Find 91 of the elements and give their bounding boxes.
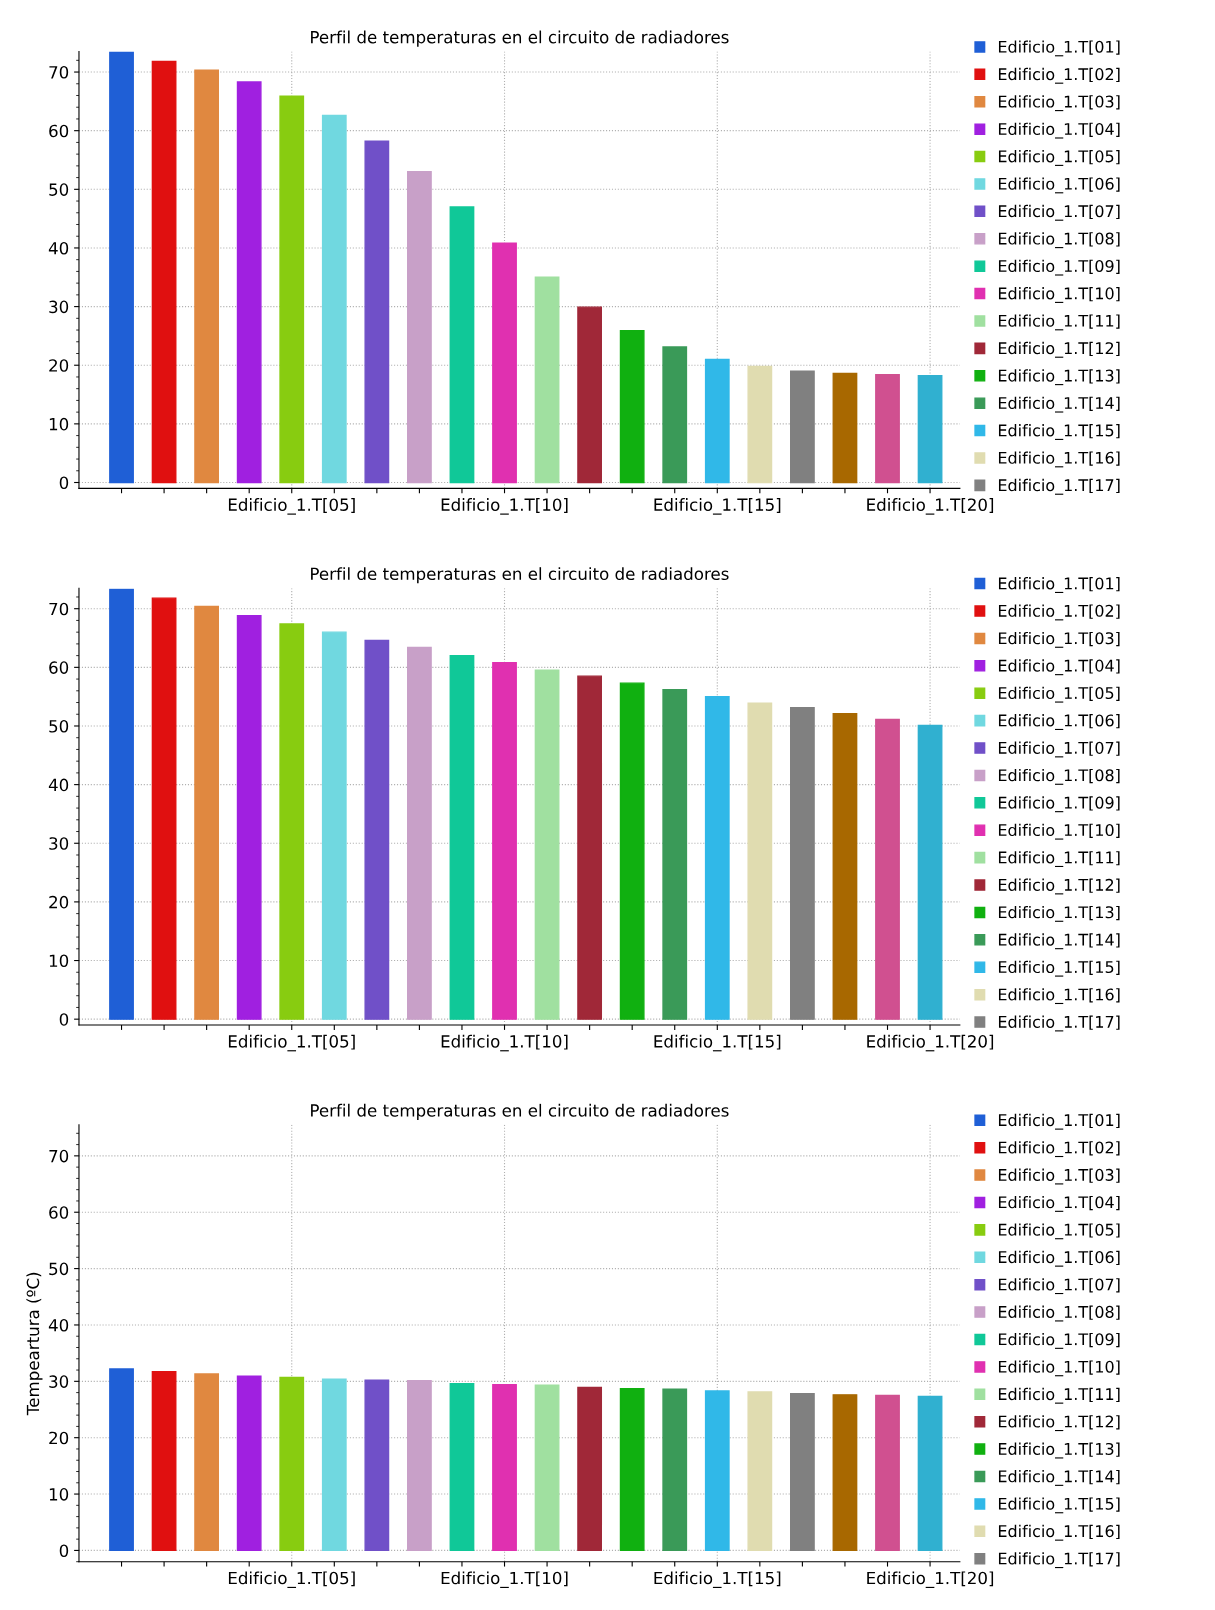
y-tick-label: 10 [49,417,69,431]
legend-label: Edificio_1.T[11] [998,851,1120,868]
legend-label: Edificio_1.T[05] [998,150,1120,166]
legend-label: Edificio_1.T[13] [998,1442,1120,1459]
legend-label: Edificio_1.T[07] [998,204,1120,221]
y-tick-label: 10 [49,954,69,968]
legend-label: Edificio_1.T[13] [998,369,1120,386]
legend-label: Edificio_1.T[15] [998,424,1120,440]
legend-label: Edificio_1.T[17] [998,478,1120,495]
legend-label: Edificio_1.T[12] [998,341,1120,358]
legend-label: Edificio_1.T[11] [998,314,1120,331]
legend-label: Edificio_1.T[06] [998,177,1120,194]
legend-label: Edificio_1.T[17] [998,1552,1120,1569]
y-tick-label: 50 [49,183,69,196]
y-tick-label: 50 [49,1262,69,1276]
legend-label: Edificio_1.T[17] [998,1015,1120,1032]
y-tick-label: 60 [49,124,69,138]
y-tick-label: 40 [48,241,69,255]
y-tick-label: 30 [49,1375,69,1388]
y-tick-label: 70 [49,602,69,616]
x-tick-label: Edificio_1.T[10] [441,1034,568,1052]
chart-title: Perfil de temperaturas en el circuito de radiadores [311,1103,729,1120]
legend-label: Edificio_1.T[09] [998,1332,1120,1349]
x-tick-label: Edificio_1.T[20] [867,1034,994,1052]
y-tick-label: 10 [49,1488,69,1501]
chart-title: Perfil de temperaturas en el circuito de radiadores [311,567,729,584]
legend-label: Edificio_1.T[06] [998,714,1120,731]
y-tick-label: 0 [59,1013,69,1026]
legend-label: Edificio_1.T[05] [998,686,1120,703]
legend-label: Edificio_1.T[10] [998,287,1120,303]
y-tick-label: 50 [49,719,69,733]
legend-label: Edificio_1.T[13] [998,905,1120,922]
legend-label: Edificio_1.T[10] [998,823,1120,840]
legend-label: Edificio_1.T[11] [998,1387,1120,1404]
legend-label: Edificio_1.T[12] [998,1415,1120,1432]
legend-label: Edificio_1.T[07] [998,741,1120,758]
legend-label: Edificio_1.T[16] [998,1524,1120,1541]
y-tick-label: 40 [48,1318,69,1332]
legend-label: Edificio_1.T[03] [998,1168,1120,1185]
legend-label: Edificio_1.T[14] [998,933,1120,950]
legend-label: Edificio_1.T[07] [998,1278,1120,1295]
legend-label: Edificio_1.T[02] [998,67,1120,84]
legend-label: Edificio_1.T[12] [998,878,1120,895]
text: Edificio_1.T[02] [998,604,1120,621]
legend-label: Edificio_1.T[09] [998,259,1120,276]
y-tick-label: 70 [49,66,69,79]
x-tick-label: Edificio_1.T[20] [867,1571,994,1589]
legend-label: Edificio_1.T[04] [998,659,1120,676]
x-tick-label: Edificio_1.T[15] [654,1571,781,1589]
legend-label: Edificio_1.T[15] [998,1497,1120,1514]
legend-label: Edificio_1.T[14] [998,1470,1120,1486]
y-tick-label: 60 [49,1206,69,1219]
legend-label: Edificio_1.T[10] [998,1360,1120,1377]
text: Edificio_1.T[01] [998,577,1120,593]
chart-title: Perfil de temperaturas en el circuito de radiadores [311,30,729,47]
y-tick-label: 30 [49,837,69,850]
legend-label: Edificio_1.T[14] [998,396,1120,413]
legend-label: Edificio_1.T[15] [998,960,1120,977]
legend-label: Edificio_1.T[04] [998,122,1120,139]
x-tick-label: Edificio_1.T[05] [228,1571,355,1589]
x-tick-label: Edificio_1.T[15] [654,498,781,515]
y-tick-label: 20 [49,1431,69,1445]
x-tick-label: Edificio_1.T[05] [228,1034,355,1052]
legend-label: Edificio_1.T[03] [998,95,1120,112]
legend-label: Edificio_1.T[01] [998,40,1120,57]
x-tick-label: Edificio_1.T[10] [441,498,568,515]
y-tick-label: 0 [59,1544,69,1557]
legend-label: Edificio_1.T[08] [998,232,1120,249]
text: Edificio_1.T[02] [998,1141,1120,1158]
legend-label: Edificio_1.T[16] [998,988,1120,1005]
y-tick-label: 30 [49,300,69,314]
y-axis-title: Tempeartura (ºC) [26,1272,43,1416]
legend-label: Edificio_1.T[03] [998,631,1120,648]
y-tick-label: 20 [49,359,69,372]
y-tick-label: 60 [49,661,69,674]
x-tick-label: Edificio_1.T[05] [228,498,355,515]
y-tick-label: 40 [48,778,69,792]
x-tick-label: Edificio_1.T[20] [867,498,994,515]
legend-label: Edificio_1.T[04] [998,1195,1120,1212]
y-tick-label: 20 [49,895,69,909]
legend-label: Edificio_1.T[06] [998,1250,1120,1267]
y-tick-label: 0 [59,476,69,490]
x-tick-label: Edificio_1.T[10] [441,1571,568,1589]
legend-label: Edificio_1.T[16] [998,451,1120,468]
y-tick-label: 70 [49,1149,69,1163]
x-tick-label: Edificio_1.T[15] [654,1034,781,1052]
legend-label: Edificio_1.T[09] [998,796,1120,813]
legend-label: Edificio_1.T[05] [998,1223,1120,1240]
legend-label: Edificio_1.T[08] [998,768,1120,785]
text: Edificio_1.T[01] [998,1113,1120,1130]
legend-label: Edificio_1.T[08] [998,1305,1120,1322]
